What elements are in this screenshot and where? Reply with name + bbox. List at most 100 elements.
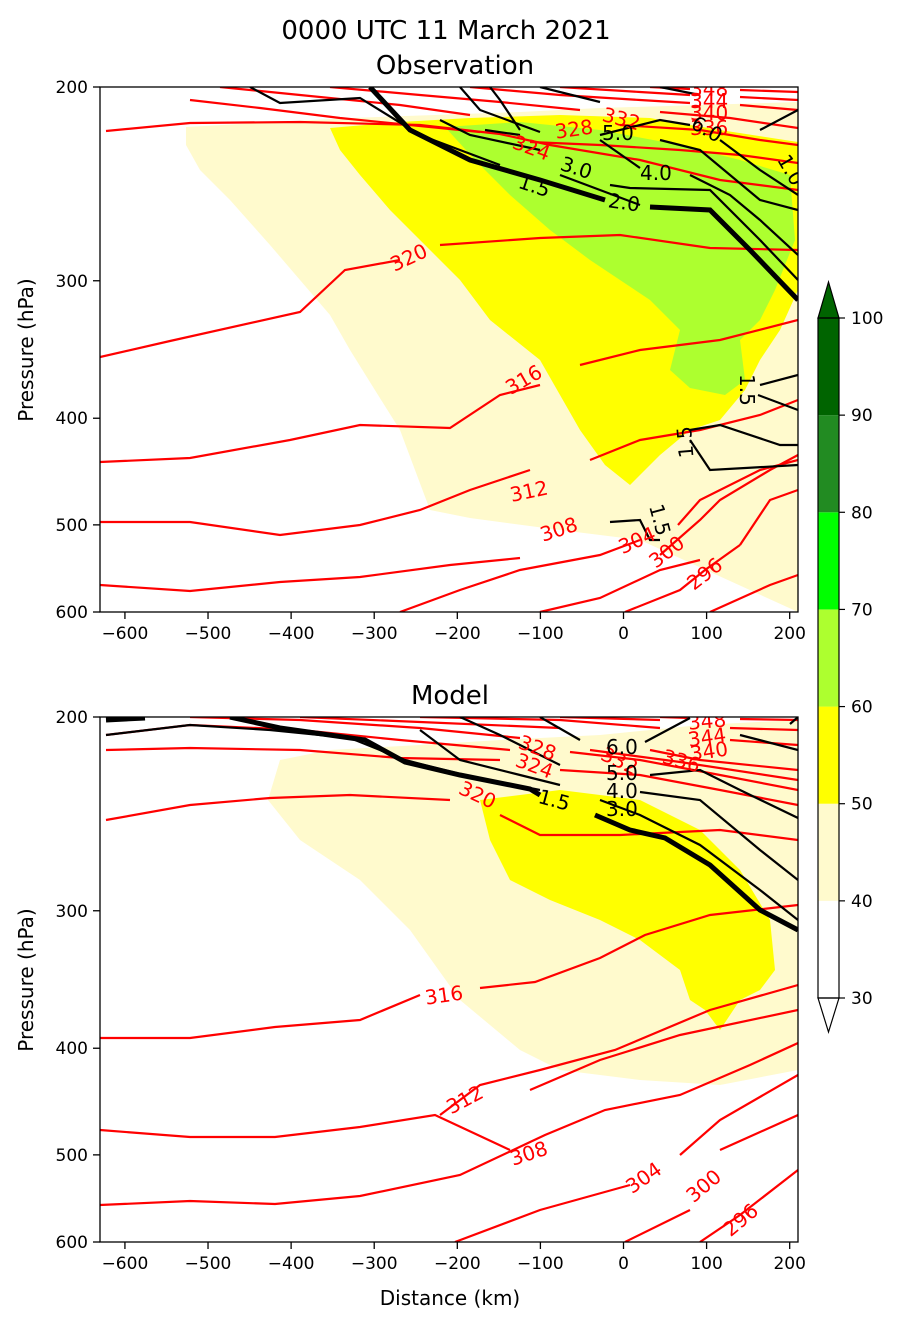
pv-line-1p5-lower <box>609 373 798 542</box>
theta-line-336 <box>299 717 798 772</box>
pv-line-3p0 <box>439 119 798 281</box>
pv-line-2p0 <box>368 87 798 302</box>
colorbar-extend-min <box>817 997 840 1035</box>
pv-label: 1.5 <box>672 425 699 459</box>
colorbar-tick-label: 80 <box>851 503 873 523</box>
figure-title: 0000 UTC 11 March 2021 <box>281 16 610 46</box>
theta-line-296 <box>539 488 798 612</box>
x-tick-label: −600 <box>102 1254 149 1274</box>
shading-40-model <box>268 720 798 1085</box>
theta-line-308 <box>100 1042 798 1207</box>
y-tick-label: 500 <box>56 1146 88 1166</box>
theta-label: 344 <box>690 89 728 113</box>
colorbar-segment <box>818 900 839 998</box>
colorbar-segment <box>818 318 839 416</box>
theta-label: 300 <box>681 1164 726 1207</box>
pv-line-6p0 <box>539 717 798 752</box>
theta-line-340 <box>419 717 798 747</box>
theta-label: 328 <box>553 115 594 144</box>
x-ticks-observation: −600 −500 −400 −300 −200 −100 0 100 200 <box>102 612 806 644</box>
panel-title-observation: Observation <box>376 51 534 81</box>
theta-line-296 <box>699 1169 798 1242</box>
pv-contours-model <box>105 717 798 933</box>
pv-label: 6.0 <box>606 735 638 759</box>
theta-line-316 <box>100 903 798 1040</box>
plot-area-observation: 296 300 304 308 312 316 320 324 328 332 … <box>100 77 798 612</box>
y-tick-label: 200 <box>56 78 88 98</box>
colorbar-tick-label: 60 <box>851 698 873 718</box>
y-tick-label: 300 <box>56 902 88 922</box>
panel-title-model: Model <box>411 681 489 711</box>
theta-label: 340 <box>688 737 729 766</box>
colorbar-segment <box>818 706 839 804</box>
colorbar-tick-label: 30 <box>851 989 873 1009</box>
x-tick-label: −300 <box>351 624 398 644</box>
theta-line-324 <box>105 746 798 807</box>
x-tick-label: −400 <box>268 624 315 644</box>
axes-frame-model <box>99 716 799 1243</box>
y-tick-label: 200 <box>56 708 88 728</box>
theta-label: 304 <box>621 1157 666 1199</box>
theta-line-312b <box>100 556 521 593</box>
y-tick-label: 600 <box>56 1233 88 1253</box>
plot-area-model: 296 300 304 308 312 316 320 324 328 332 … <box>100 707 798 1242</box>
pv-label: 5.0 <box>602 121 634 145</box>
theta-line-320 <box>105 120 798 192</box>
theta-label: 296 <box>718 1198 763 1241</box>
pv-contours-observation <box>249 87 798 542</box>
panel-observation: Observation <box>14 51 806 644</box>
pv-label: 4.0 <box>640 161 672 185</box>
theta-contours-observation <box>100 87 798 612</box>
theta-line-300b <box>709 573 798 612</box>
pv-label: 1.5 <box>735 374 759 406</box>
theta-label: 336 <box>690 116 728 140</box>
x-tick-label: −300 <box>351 1254 398 1274</box>
colorbar-extend-max <box>817 279 840 319</box>
theta-line-312 <box>100 318 798 464</box>
theta-line-324 <box>189 98 798 165</box>
pv-line-4p0 <box>459 87 798 256</box>
theta-line-312b <box>439 983 798 1116</box>
colorbar: 30 40 50 60 70 80 90 100 <box>817 279 883 1035</box>
theta-label: 340 <box>690 101 728 125</box>
axes-frame-observation <box>99 86 799 613</box>
y-tick-label: 500 <box>56 516 88 536</box>
colorbar-tick-label: 70 <box>851 600 873 620</box>
pv-label: 2.0 <box>607 188 642 216</box>
x-tick-label: 0 <box>618 624 629 644</box>
y-tick-label: 400 <box>56 1039 88 1059</box>
x-tick-label: −400 <box>268 1254 315 1274</box>
theta-label: 348 <box>687 707 727 734</box>
theta-label: 308 <box>507 1136 551 1171</box>
y-tick-label: 400 <box>56 409 88 429</box>
y-ticks-model: 200 300 400 500 600 <box>56 708 100 1253</box>
shading-50-model <box>480 790 775 1030</box>
pv-label: 3.0 <box>606 797 638 821</box>
colorbar-segment <box>818 609 839 707</box>
y-tick-label: 600 <box>56 603 88 623</box>
x-tick-label: −200 <box>434 1254 481 1274</box>
pv-line-hi <box>539 87 798 131</box>
colorbar-tick-label: 50 <box>851 795 873 815</box>
theta-line-328 <box>219 87 798 147</box>
theta-line-316 <box>100 233 798 359</box>
pv-line-4p0 <box>419 729 798 881</box>
pv-line-6p0 <box>484 118 798 196</box>
theta-line-340 <box>559 87 798 102</box>
theta-label: 316 <box>423 981 464 1010</box>
theta-line-308 <box>100 398 798 537</box>
x-ticks-model: −600 −500 −400 −300 −200 −100 0 100 200 <box>102 1242 806 1274</box>
colorbar-segment <box>818 803 839 901</box>
theta-label: 348 <box>690 77 728 101</box>
theta-line-304 <box>454 1074 798 1242</box>
theta-line-336 <box>469 87 798 112</box>
y-axis-label-model: Pressure (hPa) <box>14 908 38 1051</box>
colorbar-tick-label: 40 <box>851 892 873 912</box>
x-tick-label: −200 <box>434 624 481 644</box>
y-ticks-observation: 200 300 400 500 600 <box>56 78 100 623</box>
pv-label: 4.0 <box>606 779 638 803</box>
pv-line-5p0 <box>459 717 798 819</box>
colorbar-frame <box>817 317 840 999</box>
theta-label: 344 <box>686 723 727 752</box>
x-tick-label: 100 <box>690 624 722 644</box>
